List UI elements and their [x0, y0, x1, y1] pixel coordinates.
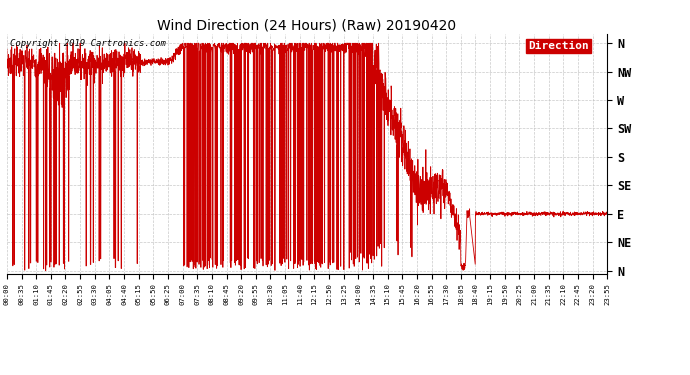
Direction — [194, 41, 202, 45]
Direction — [605, 212, 613, 217]
Direction — [3, 47, 11, 52]
Line: Direction: Direction — [7, 43, 609, 270]
Direction — [424, 195, 432, 200]
Direction — [500, 211, 509, 216]
Text: Copyright 2019 Cartronics.com: Copyright 2019 Cartronics.com — [10, 39, 166, 48]
Direction — [41, 268, 50, 273]
Direction — [423, 178, 431, 182]
Direction — [385, 97, 393, 102]
Direction — [455, 222, 464, 227]
Title: Wind Direction (24 Hours) (Raw) 20190420: Wind Direction (24 Hours) (Raw) 20190420 — [157, 19, 457, 33]
Direction — [55, 41, 63, 45]
Text: Direction: Direction — [529, 41, 589, 51]
